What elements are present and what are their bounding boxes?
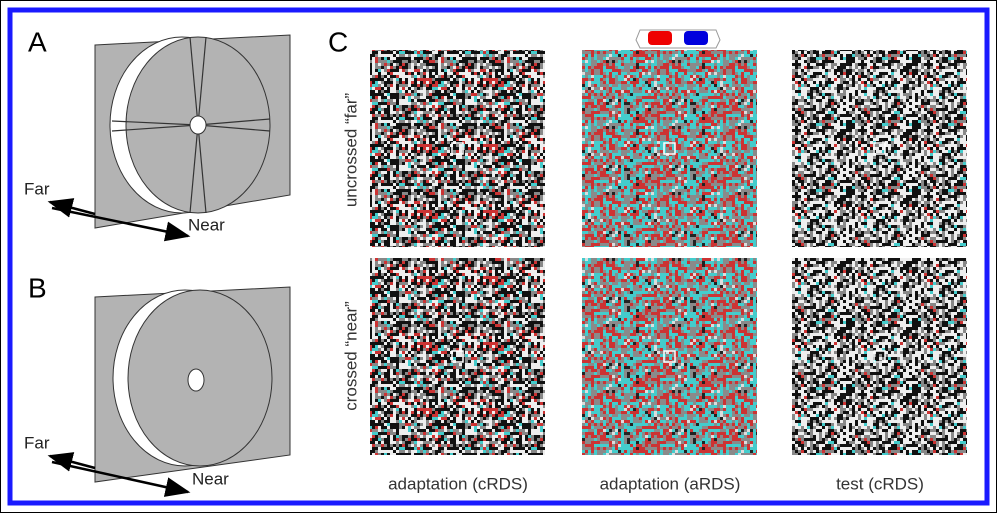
wedge-lines [111, 36, 271, 214]
stimulus-image [370, 258, 545, 455]
panel-label: A [28, 26, 47, 57]
stimulus-image [582, 50, 757, 247]
fixation-square [663, 142, 676, 155]
anaglyph-glasses [635, 29, 721, 49]
arrow-far [47, 452, 96, 472]
stimulus-image [792, 50, 967, 247]
arrow-far [47, 198, 96, 218]
fixation-square [663, 350, 676, 363]
axis-label: Near [192, 469, 229, 488]
axis-label: Near [188, 215, 225, 234]
column-label: adaptation (aRDS) [600, 474, 741, 493]
stimulus-image [582, 258, 757, 455]
hole [187, 368, 205, 392]
arrow-near [51, 206, 191, 242]
stimulus-image [370, 50, 545, 247]
column-label: test (cRDS) [836, 474, 924, 493]
axis-label: Far [24, 433, 50, 452]
stimulus-image [792, 258, 967, 455]
fixation-square [451, 142, 464, 155]
row-label: uncrossed “far” [341, 93, 360, 208]
hole [189, 115, 207, 135]
axis-label: Far [24, 179, 50, 198]
panel-label: C [328, 26, 348, 57]
row-label: crossed “near” [341, 301, 360, 411]
fixation-square [873, 142, 886, 155]
frame [7, 7, 990, 506]
column-label: adaptation (cRDS) [388, 474, 528, 493]
arrow-near [51, 460, 191, 497]
fixation-square [873, 350, 886, 363]
panel-label: B [28, 272, 47, 303]
fixation-square [451, 350, 464, 363]
